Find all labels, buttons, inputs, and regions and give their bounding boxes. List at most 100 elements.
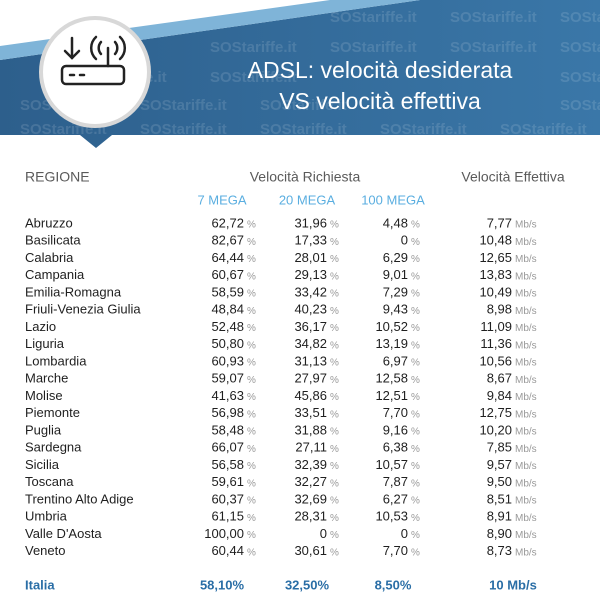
region: Calabria bbox=[25, 250, 74, 265]
cell-value: 8,73 bbox=[487, 543, 512, 558]
cell-unit: Mb/s bbox=[515, 409, 537, 420]
cell-unit: % bbox=[411, 496, 420, 507]
column-header: Velocità Richiesta bbox=[250, 169, 361, 185]
cell-unit: % bbox=[247, 392, 256, 403]
cell-unit: % bbox=[247, 220, 256, 231]
region: Sardegna bbox=[25, 440, 82, 455]
region: Emilia-Romagna bbox=[25, 284, 122, 299]
cell-value: 6,97 bbox=[383, 353, 408, 368]
region: Umbria bbox=[25, 509, 68, 524]
watermark: SOStariffe.it bbox=[450, 9, 537, 26]
cell-value: 40,23 bbox=[294, 302, 327, 317]
cell-value: 56,98 bbox=[211, 405, 244, 420]
cell-value: 13,83 bbox=[479, 267, 512, 282]
cell-unit: % bbox=[411, 547, 420, 558]
cell-unit: % bbox=[330, 461, 339, 472]
cell-unit: Mb/s bbox=[515, 444, 537, 455]
cell-unit: Mb/s bbox=[515, 289, 537, 300]
cell-value: 9,16 bbox=[383, 422, 408, 437]
cell-value: 8,51 bbox=[487, 491, 512, 506]
cell-value: 7,85 bbox=[487, 440, 512, 455]
total-value: 10 Mb/s bbox=[489, 577, 537, 592]
cell-unit: % bbox=[330, 392, 339, 403]
cell-value: 8,98 bbox=[487, 302, 512, 317]
cell-value: 6,38 bbox=[383, 440, 408, 455]
cell-value: 28,31 bbox=[294, 509, 327, 524]
cell-value: 10,56 bbox=[479, 353, 512, 368]
cell-value: 4,48 bbox=[383, 215, 408, 230]
cell-unit: % bbox=[411, 375, 420, 386]
watermark: SOStariffe.it bbox=[450, 39, 537, 56]
watermark: SOStariffe.it bbox=[210, 39, 297, 56]
cell-unit: % bbox=[330, 237, 339, 248]
cell-unit: % bbox=[247, 254, 256, 265]
cell-unit: % bbox=[247, 323, 256, 334]
cell-unit: Mb/s bbox=[515, 237, 537, 248]
cell-value: 32,27 bbox=[294, 474, 327, 489]
cell-unit: % bbox=[411, 409, 420, 420]
cell-value: 60,93 bbox=[211, 353, 244, 368]
cell-value: 7,29 bbox=[383, 284, 408, 299]
region: Friuli-Venezia Giulia bbox=[25, 302, 141, 317]
column-header: Velocità Effettiva bbox=[461, 169, 564, 185]
cell-value: 48,84 bbox=[211, 302, 244, 317]
cell-unit: % bbox=[330, 340, 339, 351]
cell-unit: % bbox=[411, 513, 420, 524]
icon-circle bbox=[39, 16, 151, 128]
router-icon bbox=[60, 35, 127, 86]
cell-unit: Mb/s bbox=[515, 323, 537, 334]
cell-unit: Mb/s bbox=[515, 513, 537, 524]
cell-value: 9,50 bbox=[487, 474, 512, 489]
cell-value: 10,20 bbox=[479, 422, 512, 437]
cell-value: 12,65 bbox=[479, 250, 512, 265]
cell-unit: Mb/s bbox=[515, 220, 537, 231]
title: ADSL: velocità desiderata bbox=[248, 57, 513, 83]
cell-value: 7,70 bbox=[383, 405, 408, 420]
watermark: SOStariffe.it bbox=[330, 39, 417, 56]
cell-value: 59,07 bbox=[211, 371, 244, 386]
region: Sicilia bbox=[25, 457, 60, 472]
sub-header: 100 MEGA bbox=[361, 192, 425, 207]
cell-value: 56,58 bbox=[211, 457, 244, 472]
cell-value: 0 bbox=[401, 526, 408, 541]
cell-unit: % bbox=[247, 358, 256, 369]
cell-value: 17,33 bbox=[294, 233, 327, 248]
cell-unit: % bbox=[411, 254, 420, 265]
cell-value: 8,90 bbox=[487, 526, 512, 541]
cell-value: 32,39 bbox=[294, 457, 327, 472]
cell-unit: % bbox=[330, 271, 339, 282]
banner bbox=[0, 0, 600, 148]
watermark: SOStariffe.it bbox=[500, 121, 587, 138]
cell-unit: % bbox=[411, 306, 420, 317]
cell-unit: % bbox=[247, 271, 256, 282]
cell-value: 29,13 bbox=[294, 267, 327, 282]
cell-unit: Mb/s bbox=[515, 392, 537, 403]
cell-value: 100,00 bbox=[204, 526, 244, 541]
cell-unit: % bbox=[330, 358, 339, 369]
cell-unit: % bbox=[330, 444, 339, 455]
cell-unit: % bbox=[247, 547, 256, 558]
cell-unit: % bbox=[411, 289, 420, 300]
cell-value: 61,15 bbox=[211, 509, 244, 524]
cell-unit: % bbox=[247, 289, 256, 300]
cell-value: 7,70 bbox=[383, 543, 408, 558]
region: Basilicata bbox=[25, 233, 81, 248]
cell-unit: % bbox=[411, 427, 420, 438]
region: Campania bbox=[25, 267, 85, 282]
cell-unit: % bbox=[330, 254, 339, 265]
cell-unit: Mb/s bbox=[515, 547, 537, 558]
cell-unit: % bbox=[411, 323, 420, 334]
cell-value: 27,11 bbox=[295, 440, 327, 455]
cell-value: 12,51 bbox=[375, 388, 408, 403]
cell-value: 58,48 bbox=[211, 422, 244, 437]
cell-unit: Mb/s bbox=[515, 358, 537, 369]
cell-value: 66,07 bbox=[211, 440, 244, 455]
cell-unit: % bbox=[330, 478, 339, 489]
cell-unit: % bbox=[330, 496, 339, 507]
cell-unit: % bbox=[330, 547, 339, 558]
region: Valle D'Aosta bbox=[25, 526, 102, 541]
cell-value: 41,63 bbox=[211, 388, 244, 403]
cell-value: 36,17 bbox=[294, 319, 327, 334]
cell-unit: % bbox=[411, 340, 420, 351]
cell-value: 31,13 bbox=[294, 353, 327, 368]
